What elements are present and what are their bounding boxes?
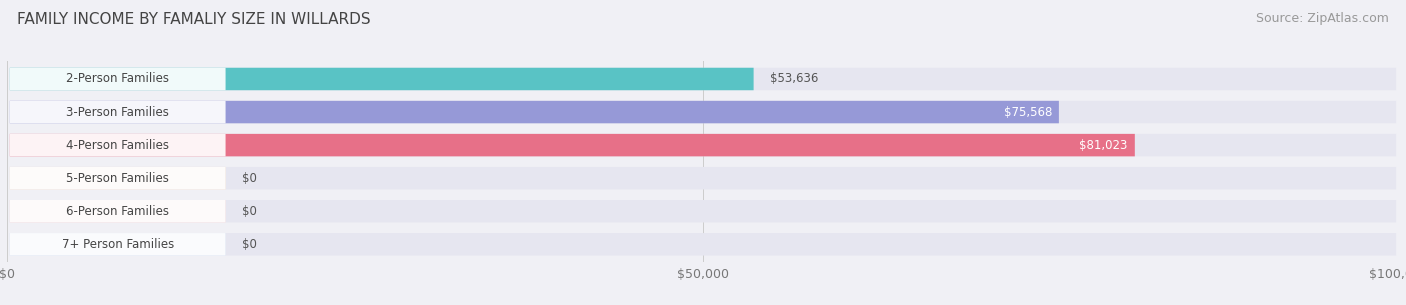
FancyBboxPatch shape xyxy=(10,68,754,90)
Text: 4-Person Families: 4-Person Families xyxy=(66,138,169,152)
FancyBboxPatch shape xyxy=(10,233,1396,256)
Text: 3-Person Families: 3-Person Families xyxy=(66,106,169,119)
FancyBboxPatch shape xyxy=(10,101,225,123)
Text: 2-Person Families: 2-Person Families xyxy=(66,73,169,85)
FancyBboxPatch shape xyxy=(10,167,225,189)
Text: FAMILY INCOME BY FAMALIY SIZE IN WILLARDS: FAMILY INCOME BY FAMALIY SIZE IN WILLARD… xyxy=(17,12,371,27)
FancyBboxPatch shape xyxy=(10,233,225,256)
Text: 5-Person Families: 5-Person Families xyxy=(66,172,169,185)
Text: $0: $0 xyxy=(242,238,257,251)
FancyBboxPatch shape xyxy=(10,233,225,256)
FancyBboxPatch shape xyxy=(10,200,225,222)
Text: $0: $0 xyxy=(242,205,257,218)
FancyBboxPatch shape xyxy=(10,200,1396,222)
Text: 6-Person Families: 6-Person Families xyxy=(66,205,169,218)
Text: $81,023: $81,023 xyxy=(1080,138,1128,152)
FancyBboxPatch shape xyxy=(10,134,1396,156)
Text: Source: ZipAtlas.com: Source: ZipAtlas.com xyxy=(1256,12,1389,25)
FancyBboxPatch shape xyxy=(10,68,225,90)
Text: 7+ Person Families: 7+ Person Families xyxy=(62,238,174,251)
FancyBboxPatch shape xyxy=(10,101,1059,123)
FancyBboxPatch shape xyxy=(10,134,1135,156)
FancyBboxPatch shape xyxy=(10,200,225,222)
FancyBboxPatch shape xyxy=(10,101,1396,123)
FancyBboxPatch shape xyxy=(10,167,225,189)
FancyBboxPatch shape xyxy=(10,134,225,156)
FancyBboxPatch shape xyxy=(10,167,1396,189)
Text: $75,568: $75,568 xyxy=(1004,106,1052,119)
Text: $53,636: $53,636 xyxy=(770,73,818,85)
Text: $0: $0 xyxy=(242,172,257,185)
FancyBboxPatch shape xyxy=(10,68,1396,90)
